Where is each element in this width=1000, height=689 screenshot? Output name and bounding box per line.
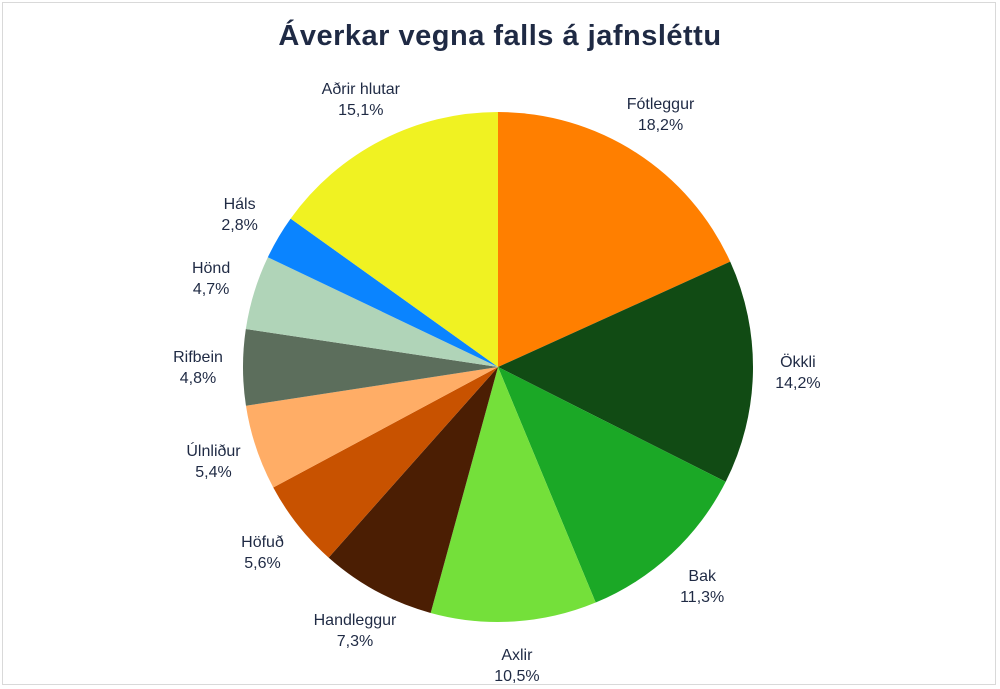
slice-label: Fótleggur 18,2%: [581, 94, 741, 136]
chart-title: Áverkar vegna falls á jafnsléttu: [278, 20, 722, 52]
slice-percent: 5,4%: [195, 464, 232, 481]
pie-slice: [273, 367, 498, 558]
slice-name: Rifbein: [173, 348, 223, 366]
slice-label: Bak 11,3%: [622, 566, 782, 608]
pie-slice: [498, 112, 731, 367]
slice-name: Aðrir hlutar: [321, 81, 400, 99]
slice-label: Ökkli 14,2%: [718, 352, 878, 394]
slice-name: Hönd: [191, 260, 231, 278]
pie-slice: [328, 367, 498, 613]
slice-name: Ökkli: [780, 354, 816, 372]
slice-percent: 2,8%: [221, 216, 258, 234]
pie-slice: [498, 367, 726, 603]
slice-percent: 11,3%: [680, 588, 725, 606]
slice-percent: 14,2%: [775, 375, 821, 393]
slice-percent: 7,3%: [336, 632, 374, 650]
slice-percent: 10,5%: [494, 668, 540, 686]
pie-slice: [290, 111, 498, 367]
slice-name: Axlir: [501, 647, 533, 665]
slice-label: Höfuð 5,6%: [183, 532, 343, 574]
slice-label: Rifbein 4,8%: [118, 347, 278, 389]
pie-slice: [498, 261, 754, 482]
slice-name: Bak: [688, 567, 716, 585]
slice-label: Háls 2,8%: [160, 194, 320, 236]
slice-label: Axlir 10,5%: [437, 645, 597, 687]
slice-name: Úlnliður: [186, 443, 241, 460]
pie-slice: [430, 367, 596, 622]
slice-name: Fótleggur: [626, 95, 695, 113]
slice-label: Úlnliður 5,4%: [134, 441, 294, 483]
pie-slice: [245, 367, 498, 488]
slice-percent: 5,6%: [244, 554, 281, 572]
slice-percent: 18,2%: [637, 116, 684, 134]
slice-label: Handleggur 7,3%: [275, 610, 435, 652]
slice-name: Höfuð: [241, 533, 284, 551]
pie-slice: [243, 329, 498, 406]
slice-percent: 15,1%: [338, 102, 384, 120]
slice-percent: 4,8%: [179, 369, 217, 387]
slice-name: Háls: [223, 195, 256, 213]
slice-percent: 4,7%: [192, 281, 230, 299]
pie-slice: [267, 218, 498, 367]
pie-slice: [245, 257, 498, 367]
slice-label: Aðrir hlutar 15,1%: [281, 79, 441, 121]
slice-label: Hönd 4,7%: [131, 258, 291, 300]
slice-name: Handleggur: [313, 611, 397, 629]
